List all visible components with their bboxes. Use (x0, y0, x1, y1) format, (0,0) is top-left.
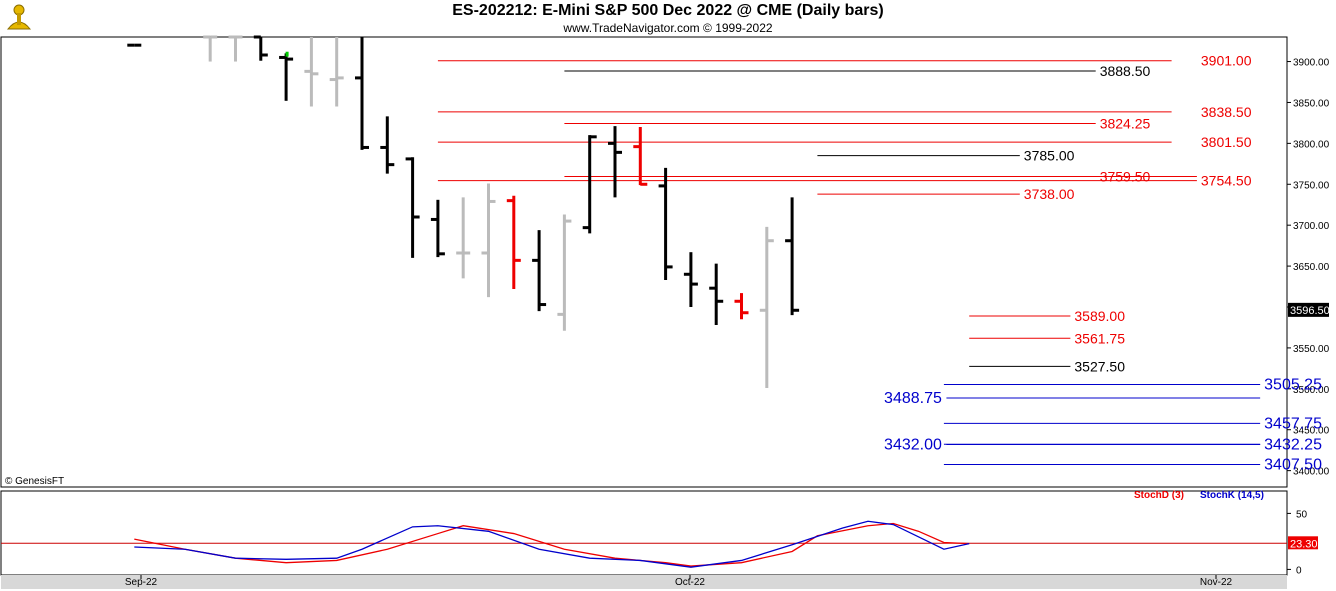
indicator-panel-frame (0, 490, 1288, 576)
price-tick-label: 3500.00 (1293, 385, 1330, 396)
price-tick-label: 3800.00 (1293, 139, 1330, 150)
level-label: 3457.75 (1264, 415, 1322, 432)
indicator-tick-label: 50 (1296, 509, 1308, 520)
price-tick-label: 3750.00 (1293, 180, 1330, 191)
indicator-last-box (1288, 536, 1318, 550)
indicator-tick-label: 0 (1296, 565, 1302, 576)
legend-stochd: StochD (3) (1134, 490, 1184, 501)
level-label: 3738.00 (1024, 186, 1075, 202)
level-label: 3432.00 (884, 436, 942, 453)
chart-subtitle: www.TradeNavigator.com © 1999-2022 (563, 21, 773, 35)
level-label: 3801.50 (1201, 134, 1252, 150)
level-label: 3407.50 (1264, 457, 1322, 474)
level-label: 3488.75 (884, 390, 942, 407)
date-tick-label: Oct-22 (675, 577, 705, 588)
copyright-text: © GenesisFT (5, 476, 64, 487)
level-label: 3589.00 (1074, 308, 1125, 324)
price-tick-label: 3850.00 (1293, 98, 1330, 109)
date-tick-label: Sep-22 (125, 577, 158, 588)
price-tick-label: 3450.00 (1293, 426, 1330, 437)
trade-navigator-logo-icon (6, 4, 32, 30)
level-label: 3432.25 (1264, 436, 1322, 453)
legend-stochk: StochK (14,5) (1200, 490, 1264, 501)
date-tick-label: Nov-22 (1200, 577, 1233, 588)
price-tick-label: 3550.00 (1293, 344, 1330, 355)
level-label: 3785.00 (1024, 148, 1075, 164)
level-label: 3759.50 (1100, 169, 1151, 185)
level-label: 3754.50 (1201, 173, 1252, 189)
last-price-box (1288, 302, 1329, 317)
price-panel-frame (0, 36, 1288, 488)
price-tick-label: 3700.00 (1293, 221, 1330, 232)
level-label: 3527.50 (1074, 358, 1125, 374)
level-label: 3824.25 (1100, 116, 1151, 132)
level-label: 3838.50 (1201, 104, 1252, 120)
last-price-label: 3596.50 (1290, 305, 1330, 317)
price-tick-label: 3900.00 (1293, 58, 1330, 69)
date-axis-bar (1, 575, 1287, 589)
price-tick-label: 3650.00 (1293, 262, 1330, 273)
price-tick-label: 3400.00 (1293, 467, 1330, 478)
level-label: 3888.50 (1100, 63, 1151, 79)
level-label: 3561.75 (1074, 330, 1125, 346)
stochk-line (134, 520, 970, 568)
level-label: 3901.00 (1201, 53, 1252, 69)
level-label: 3505.25 (1264, 377, 1322, 394)
indicator-last-value: 23.30 (1290, 538, 1318, 550)
stochd-line (134, 522, 970, 567)
chart-title: ES-202212: E-Mini S&P 500 Dec 2022 @ CME… (452, 2, 884, 19)
